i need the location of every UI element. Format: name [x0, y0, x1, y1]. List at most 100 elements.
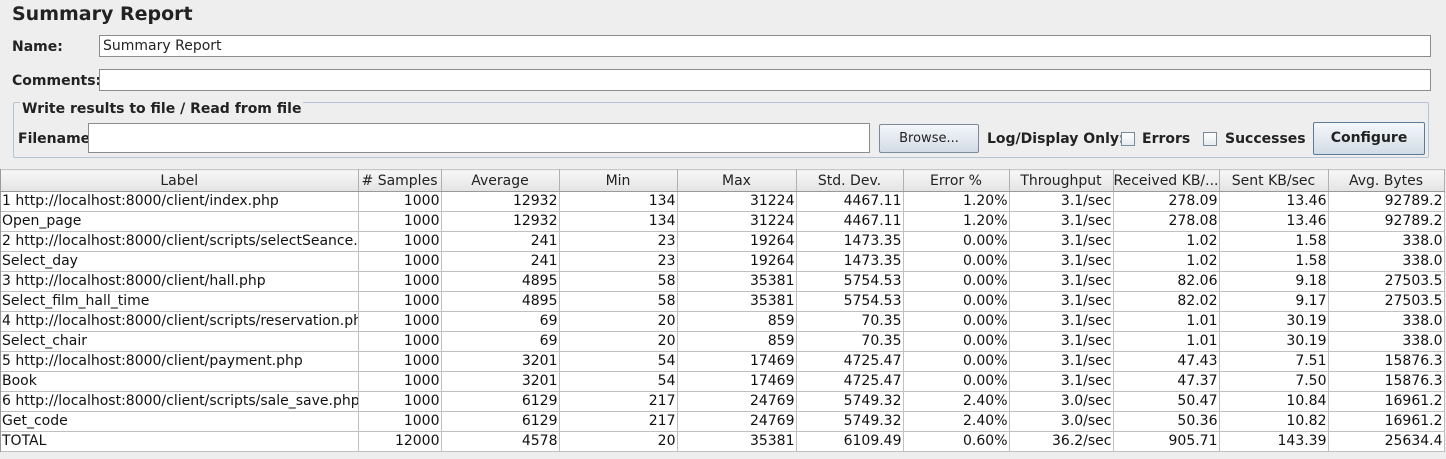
table-cell: 15876.3 [1328, 351, 1445, 372]
configure-button[interactable]: Configure [1313, 122, 1425, 155]
table-cell: 20 [559, 431, 678, 452]
name-field[interactable]: Summary Report [99, 35, 1431, 57]
table-cell: 0.00% [903, 311, 1010, 332]
table-cell: Select_chair [1, 331, 359, 352]
table-cell: 4578 [441, 431, 560, 452]
file-group-legend: Write results to file / Read from file [20, 101, 304, 117]
column-header[interactable]: Label [1, 169, 359, 192]
table-cell: 10.82 [1219, 411, 1329, 432]
table-cell: 23 [559, 251, 678, 272]
table-row[interactable]: Select_day 1000 241 23 19264 1473.35 0.00% 3.1/… [1, 251, 1445, 272]
table-cell: 2.40% [903, 411, 1010, 432]
table-cell: 47.37 [1113, 371, 1220, 392]
table-cell: 1000 [358, 331, 442, 352]
table-row[interactable]: Book 1000 3201 54 17469 4725.47 0.00% 3.1/sec 47… [1, 371, 1445, 392]
table-cell: 217 [559, 391, 678, 412]
table-cell: 15876.3 [1328, 371, 1445, 392]
table-cell: 5754.53 [796, 271, 904, 292]
table-cell: 92789.2 [1328, 211, 1445, 232]
column-header[interactable]: Throughput [1009, 169, 1114, 192]
table-cell: 30.19 [1219, 331, 1329, 352]
table-cell: Get_code [1, 411, 359, 432]
table-cell: 6109.49 [796, 431, 904, 452]
table-cell: 1.20% [903, 211, 1010, 232]
table-header-row: Label # Samples Average Min Max Std. Dev. Erro… [1, 169, 1445, 192]
table-cell: 1000 [358, 411, 442, 432]
table-cell: 338.0 [1328, 311, 1445, 332]
comments-field[interactable] [99, 69, 1431, 91]
column-header[interactable]: Error % [903, 169, 1010, 192]
table-cell: 31224 [677, 211, 797, 232]
table-cell: 3.1/sec [1009, 311, 1114, 332]
successes-checkbox[interactable] [1203, 132, 1217, 146]
table-cell: 3.0/sec [1009, 391, 1114, 412]
table-cell: 0.00% [903, 351, 1010, 372]
table-cell: TOTAL [1, 431, 359, 452]
table-row[interactable]: TOTAL 12000 4578 20 35381 6109.49 0.60% 36.2/se… [1, 431, 1445, 452]
table-cell: 12000 [358, 431, 442, 452]
table-row[interactable]: Select_chair 1000 69 20 859 70.35 0.00% 3.1/sec… [1, 331, 1445, 352]
table-cell: 1 http://localhost:8000/client/index.php [1, 191, 359, 212]
filename-label: Filename [18, 131, 91, 147]
table-cell: 5749.32 [796, 411, 904, 432]
table-cell: 70.35 [796, 311, 904, 332]
table-cell: 1000 [358, 271, 442, 292]
table-cell: 25634.4 [1328, 431, 1445, 452]
column-header[interactable]: Min [559, 169, 678, 192]
table-cell: 20 [559, 311, 678, 332]
column-header[interactable]: Std. Dev. [796, 169, 904, 192]
table-cell: 143.39 [1219, 431, 1329, 452]
table-row[interactable]: 4 http://localhost:8000/client/scripts/r… [1, 311, 1445, 332]
table-row[interactable]: Get_code 1000 6129 217 24769 5749.32 2.40% 3.0/… [1, 411, 1445, 432]
table-cell: 3.1/sec [1009, 351, 1114, 372]
table-row[interactable]: Open_page 1000 12932 134 31224 4467.11 1.20% 3.… [1, 211, 1445, 232]
table-row[interactable]: Select_film_hall_time 1000 4895 58 35381 5754… [1, 291, 1445, 312]
table-cell: 10.84 [1219, 391, 1329, 412]
summary-table: Label # Samples Average Min Max Std. Dev. Erro… [0, 169, 1445, 452]
table-cell: 0.00% [903, 251, 1010, 272]
table-cell: 9.17 [1219, 291, 1329, 312]
table-row[interactable]: 1 http://localhost:8000/client/index.php… [1, 191, 1445, 212]
table-cell: 35381 [677, 431, 797, 452]
errors-label: Errors [1142, 131, 1191, 147]
errors-checkbox[interactable] [1121, 132, 1135, 146]
table-cell: 241 [441, 251, 560, 272]
table-cell: 69 [441, 331, 560, 352]
table-cell: 0.00% [903, 331, 1010, 352]
column-header[interactable]: Sent KB/sec [1219, 169, 1329, 192]
column-header[interactable]: Average [441, 169, 560, 192]
browse-button[interactable]: Browse... [879, 124, 979, 153]
table-cell: 1000 [358, 231, 442, 252]
table-cell: 4467.11 [796, 211, 904, 232]
table-cell: 3.1/sec [1009, 291, 1114, 312]
table-cell: 1.58 [1219, 251, 1329, 272]
column-header[interactable]: Received KB/... [1113, 169, 1220, 192]
table-cell: 0.00% [903, 231, 1010, 252]
table-cell: 338.0 [1328, 331, 1445, 352]
table-cell: 3.0/sec [1009, 411, 1114, 432]
table-cell: 338.0 [1328, 251, 1445, 272]
column-header[interactable]: Max [677, 169, 797, 192]
table-cell: 35381 [677, 271, 797, 292]
table-cell: 47.43 [1113, 351, 1220, 372]
table-cell: 3.1/sec [1009, 211, 1114, 232]
column-header[interactable]: Avg. Bytes [1328, 169, 1445, 192]
table-cell: 54 [559, 351, 678, 372]
table-cell: 3.1/sec [1009, 231, 1114, 252]
table-cell: 35381 [677, 291, 797, 312]
table-cell: 12932 [441, 191, 560, 212]
filename-field[interactable] [88, 123, 870, 153]
table-cell: 3201 [441, 371, 560, 392]
table-row[interactable]: 3 http://localhost:8000/client/hall.php 1… [1, 271, 1445, 292]
table-cell: 5 http://localhost:8000/client/payment.p… [1, 351, 359, 372]
table-row[interactable]: 5 http://localhost:8000/client/payment.p… [1, 351, 1445, 372]
table-row[interactable]: 2 http://localhost:8000/client/scripts/s… [1, 231, 1445, 252]
table-cell: 17469 [677, 351, 797, 372]
table-cell: 3201 [441, 351, 560, 372]
log-display-label: Log/Display Only: [987, 131, 1125, 147]
table-cell: 241 [441, 231, 560, 252]
table-cell: 338.0 [1328, 231, 1445, 252]
table-row[interactable]: 6 http://localhost:8000/client/scripts/s… [1, 391, 1445, 412]
column-header[interactable]: # Samples [358, 169, 442, 192]
table-cell: 13.46 [1219, 191, 1329, 212]
